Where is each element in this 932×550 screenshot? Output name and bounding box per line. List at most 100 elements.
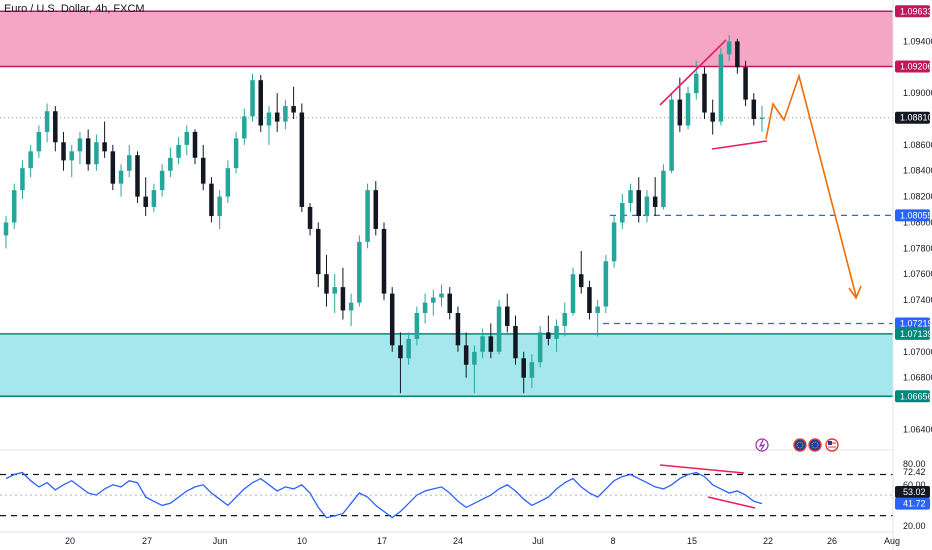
rsi-divergence-upper[interactable] [659, 464, 745, 474]
price-label-text: 1.06656 [900, 391, 932, 401]
candle-body [242, 116, 247, 139]
price-tick-label: 1.08600 [903, 140, 932, 150]
symbol-title[interactable]: Euro / U.S. Dollar, 4h, FXCM [4, 3, 145, 15]
candle-body [702, 73, 707, 113]
candle-body [159, 170, 165, 191]
candle-body [546, 332, 551, 339]
candle [562, 302, 568, 337]
candle [102, 121, 107, 158]
flag-us-icon[interactable] [825, 438, 839, 452]
candle [110, 144, 116, 191]
candle [398, 332, 403, 394]
candle [184, 125, 190, 156]
candle-body [620, 203, 625, 223]
candle-body [316, 228, 321, 275]
candle [258, 75, 263, 132]
wedge-upper-line[interactable] [659, 39, 727, 106]
candle-body [611, 222, 617, 262]
candle-body [381, 228, 387, 294]
time-tick-label: 22 [763, 536, 773, 546]
flag-eu-icon[interactable] [808, 438, 822, 452]
candle [266, 106, 272, 145]
candle-body [127, 155, 132, 171]
flag-eu-icon[interactable] [793, 438, 807, 452]
candle [422, 293, 428, 324]
price-label-tag [895, 60, 930, 73]
candle-body [505, 306, 510, 326]
candle [225, 160, 231, 204]
price-label-text: 1.08810 [900, 113, 932, 123]
projection-path[interactable] [765, 73, 857, 297]
wedge-lower-line[interactable] [711, 140, 768, 150]
rsi-divergence-lower[interactable] [707, 496, 756, 509]
time-tick-label: 17 [377, 536, 387, 546]
candle [620, 194, 625, 229]
candle [759, 106, 765, 132]
candle [455, 306, 461, 352]
candle-body [480, 336, 485, 352]
lightning-icon-bolt [758, 439, 766, 451]
candle-body [176, 144, 181, 158]
candle [587, 280, 592, 320]
candle [611, 216, 617, 268]
candle [85, 129, 91, 171]
flag-eu-icon-stars [796, 441, 804, 449]
candle-body [69, 151, 74, 161]
candle [472, 345, 477, 394]
time-tick-label: 8 [610, 536, 615, 546]
candle-body [36, 131, 42, 152]
time-tick-label: 15 [687, 536, 697, 546]
candle-body [225, 168, 231, 197]
price-tick-label: 1.09000 [903, 88, 932, 98]
candle [365, 183, 370, 249]
candle-body [759, 117, 765, 119]
candle-body [118, 170, 124, 184]
candle [554, 319, 559, 352]
candle [332, 274, 337, 314]
candle-body [554, 325, 559, 339]
candle [274, 93, 280, 132]
candle-body [496, 306, 502, 352]
candle [348, 293, 354, 326]
candle-body [307, 206, 313, 229]
price-tick-label: 1.07000 [903, 347, 932, 357]
time-tick-label: 10 [297, 536, 307, 546]
candle-body [735, 41, 740, 68]
candle-body [299, 112, 305, 207]
candle-body [20, 168, 25, 191]
flag-eu-icon-disc [793, 438, 807, 452]
candle [718, 47, 724, 126]
candle-body [463, 345, 469, 365]
candle [751, 93, 757, 126]
candle-body [28, 151, 33, 169]
price-tick-label: 1.08200 [903, 192, 932, 202]
candle-body [447, 293, 452, 314]
lightning-icon[interactable] [755, 438, 769, 452]
candle [652, 177, 658, 216]
candle-body [644, 196, 650, 216]
candle-body [422, 302, 428, 314]
candle [316, 222, 321, 288]
candle [299, 103, 305, 213]
candle [389, 287, 395, 352]
price-label-tag [895, 327, 930, 340]
candle-body [587, 287, 592, 314]
rsi-tick-label: 20.00 [903, 521, 926, 531]
candle [636, 177, 641, 223]
candle-body [102, 142, 107, 152]
candle [28, 144, 33, 178]
candle [373, 181, 379, 236]
candle [546, 315, 551, 346]
rsi-tick-label: 80.00 [903, 459, 926, 469]
candle-body [135, 155, 140, 197]
rsi-tick-label: 60.00 [903, 480, 926, 490]
rsi-label-text: 53.02 [903, 487, 926, 497]
candle-body [151, 190, 157, 207]
candle [118, 164, 124, 197]
price-label-tag [895, 317, 930, 330]
candle-body [258, 80, 263, 126]
candle [570, 267, 576, 316]
candle-body [570, 274, 576, 314]
